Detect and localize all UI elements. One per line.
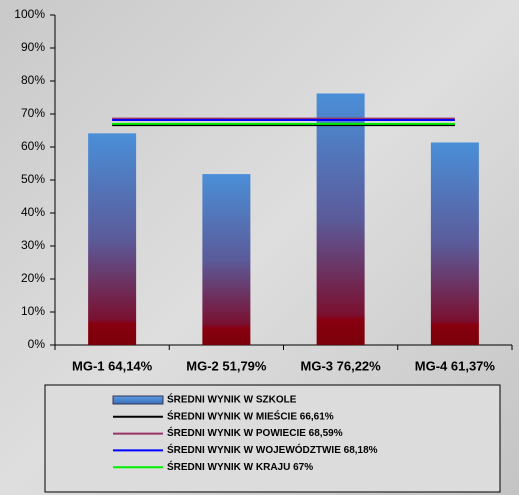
y-tick-label: 30% bbox=[21, 238, 45, 252]
x-tick-label: MG-1 64,14% bbox=[72, 358, 153, 373]
y-tick-label: 0% bbox=[28, 337, 46, 351]
x-tick-label: MG-3 76,22% bbox=[301, 358, 382, 373]
y-tick-label: 50% bbox=[21, 172, 45, 186]
legend-label: ŚREDNI WYNIK W MIEŚCIE 66,61% bbox=[167, 409, 334, 422]
y-tick-label: 80% bbox=[21, 73, 45, 87]
x-tick-label: MG-2 51,79% bbox=[186, 358, 267, 373]
y-tick-label: 20% bbox=[21, 271, 45, 285]
legend-label: ŚREDNI WYNIK W SZKOLE bbox=[167, 393, 297, 406]
legend-swatch bbox=[112, 395, 164, 405]
y-tick-label: 100% bbox=[14, 7, 45, 21]
y-tick-label: 10% bbox=[21, 304, 45, 318]
y-tick-label: 60% bbox=[21, 139, 45, 153]
bar bbox=[316, 93, 365, 345]
y-tick-label: 70% bbox=[21, 106, 45, 120]
y-tick-label: 90% bbox=[21, 40, 45, 54]
legend-label: ŚREDNI WYNIK W KRAJU 67% bbox=[167, 460, 313, 473]
legend-label: ŚREDNI WYNIK W WOJEWÓDZTWIE 68,18% bbox=[167, 443, 378, 456]
bar bbox=[430, 142, 479, 345]
x-tick-label: MG-4 61,37% bbox=[415, 358, 496, 373]
y-tick-label: 40% bbox=[21, 205, 45, 219]
legend-label: ŚREDNI WYNIK W POWIECIE 68,59% bbox=[167, 426, 343, 439]
bar bbox=[202, 174, 251, 345]
bar bbox=[88, 133, 137, 345]
